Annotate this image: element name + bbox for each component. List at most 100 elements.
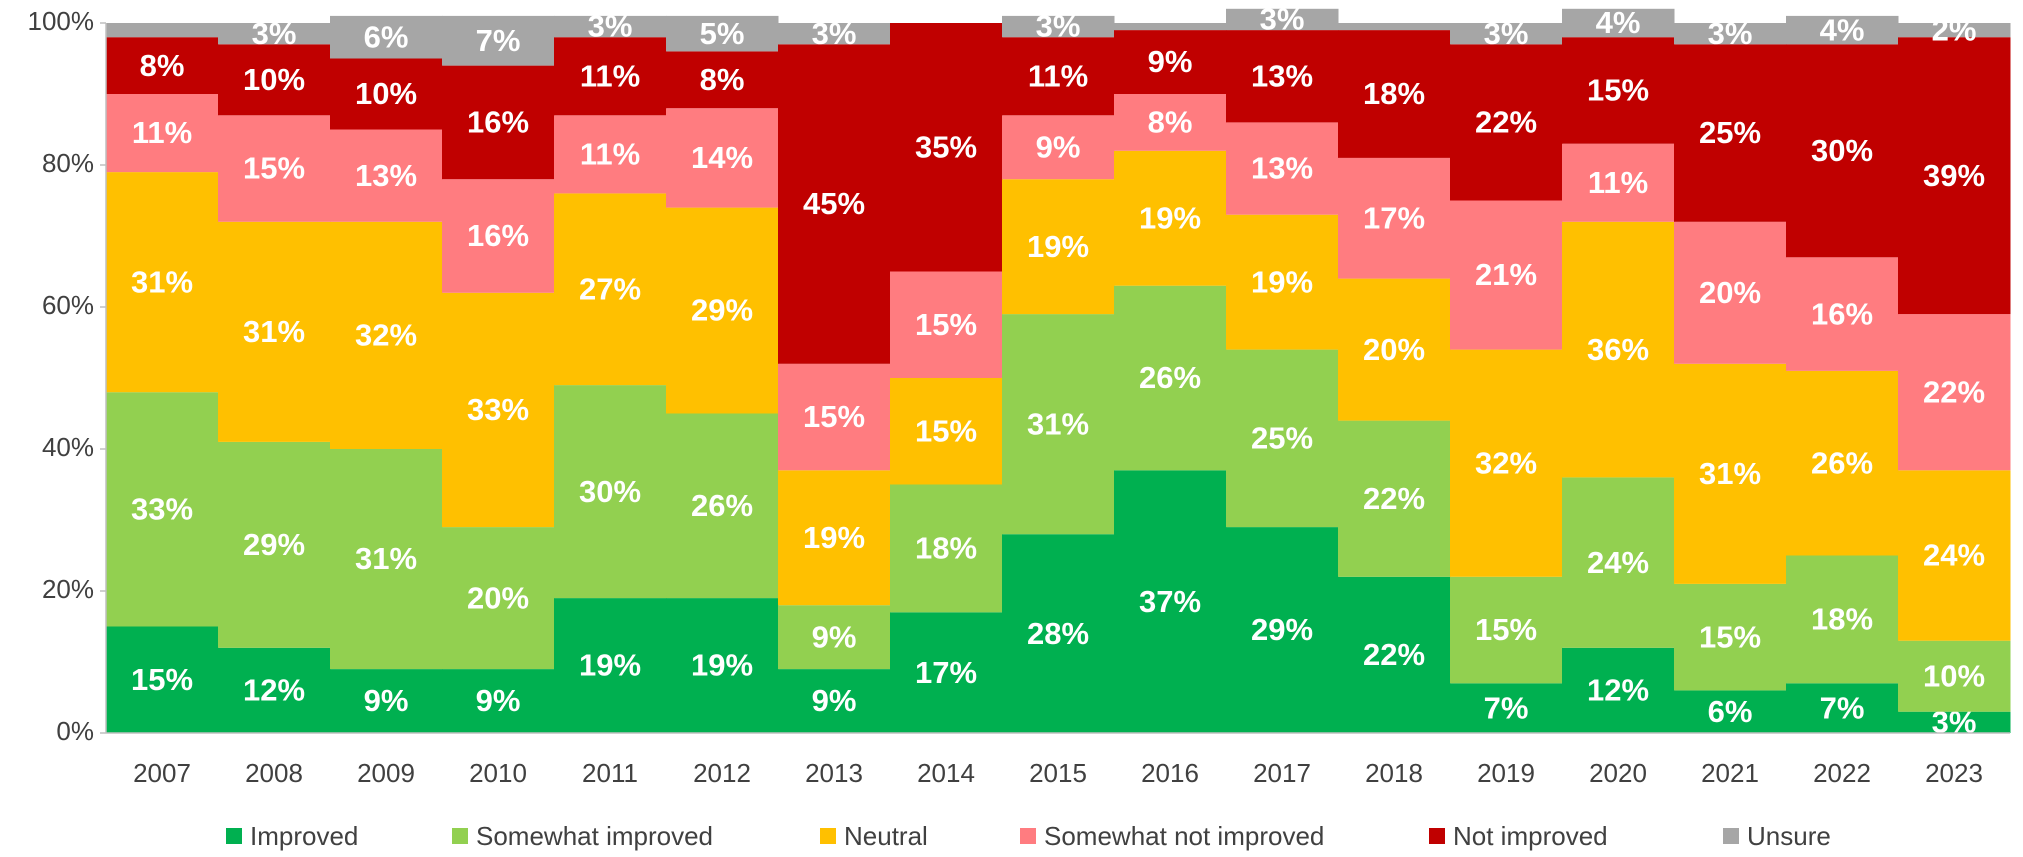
bar-segment	[106, 392, 219, 627]
data-label: 15%	[915, 307, 977, 342]
legend-swatch	[452, 828, 468, 844]
x-tick-label: 2020	[1589, 758, 1647, 788]
legend-label: Somewhat not improved	[1044, 821, 1324, 851]
bar-segment	[1898, 470, 2011, 641]
data-label: 19%	[1251, 264, 1313, 299]
data-label: 8%	[140, 48, 185, 83]
bar-segment	[1114, 150, 1227, 286]
data-label: 11%	[1588, 165, 1648, 200]
data-label: 9%	[1036, 129, 1081, 164]
data-label: 9%	[476, 683, 521, 718]
bar-segment	[890, 484, 1003, 613]
data-label: 29%	[1251, 612, 1313, 647]
data-label: 3%	[252, 16, 297, 51]
bar-segment	[1562, 221, 1675, 478]
bar-segment	[666, 108, 779, 208]
bar-segment	[1450, 683, 1563, 733]
bar-segment	[554, 37, 667, 116]
bar-segment	[218, 441, 331, 648]
bar-segment	[1562, 37, 1675, 144]
bar-segment	[106, 37, 219, 94]
data-label: 33%	[131, 492, 193, 527]
data-label: 31%	[1027, 406, 1089, 441]
bar-segment	[1898, 640, 2011, 712]
bar-segment	[1338, 157, 1451, 279]
bar-segment	[1226, 349, 1339, 528]
x-tick-label: 2018	[1365, 758, 1423, 788]
data-label: 4%	[1820, 12, 1865, 47]
bar-segment	[1786, 257, 1899, 371]
bar-segment	[778, 44, 891, 364]
bar-segment	[1338, 278, 1451, 421]
y-tick-label: 60%	[42, 290, 94, 320]
data-label: 29%	[243, 527, 305, 562]
bar-segment	[1786, 683, 1899, 733]
data-label: 24%	[1923, 538, 1985, 573]
bar-segment	[1674, 221, 1787, 364]
data-label: 19%	[579, 648, 641, 683]
bar-segment	[1450, 576, 1563, 684]
data-label: 15%	[131, 662, 193, 697]
bar-segment	[330, 58, 443, 130]
bar-segment	[1002, 37, 1115, 116]
data-label: 22%	[1475, 105, 1537, 140]
y-tick-label: 40%	[42, 432, 94, 462]
bar-segment	[1450, 200, 1563, 350]
data-label: 20%	[1363, 332, 1425, 367]
data-label: 25%	[1251, 421, 1313, 456]
bar-segment	[778, 605, 891, 670]
bar-segment	[442, 292, 555, 528]
data-label: 15%	[803, 399, 865, 434]
data-label: 37%	[1139, 584, 1201, 619]
data-label: 9%	[812, 683, 857, 718]
bar-segment	[442, 179, 555, 293]
bar-segment	[1226, 122, 1339, 215]
x-tick-label: 2009	[357, 758, 415, 788]
data-label: 32%	[355, 318, 417, 353]
data-label: 21%	[1475, 257, 1537, 292]
bar-segment	[1786, 15, 1899, 45]
data-label: 4%	[1596, 5, 1641, 40]
data-label: 26%	[1811, 445, 1873, 480]
data-label: 3%	[1484, 16, 1529, 51]
x-tick-label: 2011	[582, 758, 638, 788]
data-label: 16%	[467, 105, 529, 140]
data-label: 16%	[467, 218, 529, 253]
bar-segment	[778, 363, 891, 471]
data-label: 11%	[580, 58, 640, 93]
bar-segment	[1002, 314, 1115, 535]
bar-segment	[330, 15, 443, 59]
legend-swatch	[1020, 828, 1036, 844]
y-tick-label: 80%	[42, 148, 94, 178]
bar-segment	[218, 221, 331, 442]
bar-segment	[218, 23, 331, 45]
bar-segment	[1338, 23, 1451, 31]
bar-segment	[330, 129, 443, 222]
data-label: 11%	[580, 137, 640, 172]
bar-segment	[554, 385, 667, 599]
data-label: 3%	[588, 9, 633, 44]
legend-label: Not improved	[1453, 821, 1608, 851]
data-label: 9%	[812, 619, 857, 654]
data-label: 8%	[1148, 105, 1193, 140]
data-label: 11%	[132, 115, 192, 150]
data-label: 30%	[579, 474, 641, 509]
bar-segment	[1898, 711, 2011, 733]
data-label: 32%	[1475, 445, 1537, 480]
x-tick-label: 2010	[469, 758, 527, 788]
bar-segment	[218, 44, 331, 116]
data-label: 45%	[803, 186, 865, 221]
data-label: 17%	[915, 655, 977, 690]
bar-segment	[1114, 23, 1227, 31]
bar-segment	[1226, 214, 1339, 350]
bar-segment	[1002, 15, 1115, 38]
bar-segment	[890, 378, 1003, 485]
x-tick-label: 2016	[1141, 758, 1199, 788]
data-label: 29%	[691, 293, 753, 328]
y-tick-label: 100%	[28, 6, 95, 36]
bar-segment	[554, 115, 667, 194]
data-label: 5%	[700, 16, 745, 51]
data-label: 19%	[1139, 200, 1201, 235]
data-label: 3%	[1260, 2, 1305, 37]
